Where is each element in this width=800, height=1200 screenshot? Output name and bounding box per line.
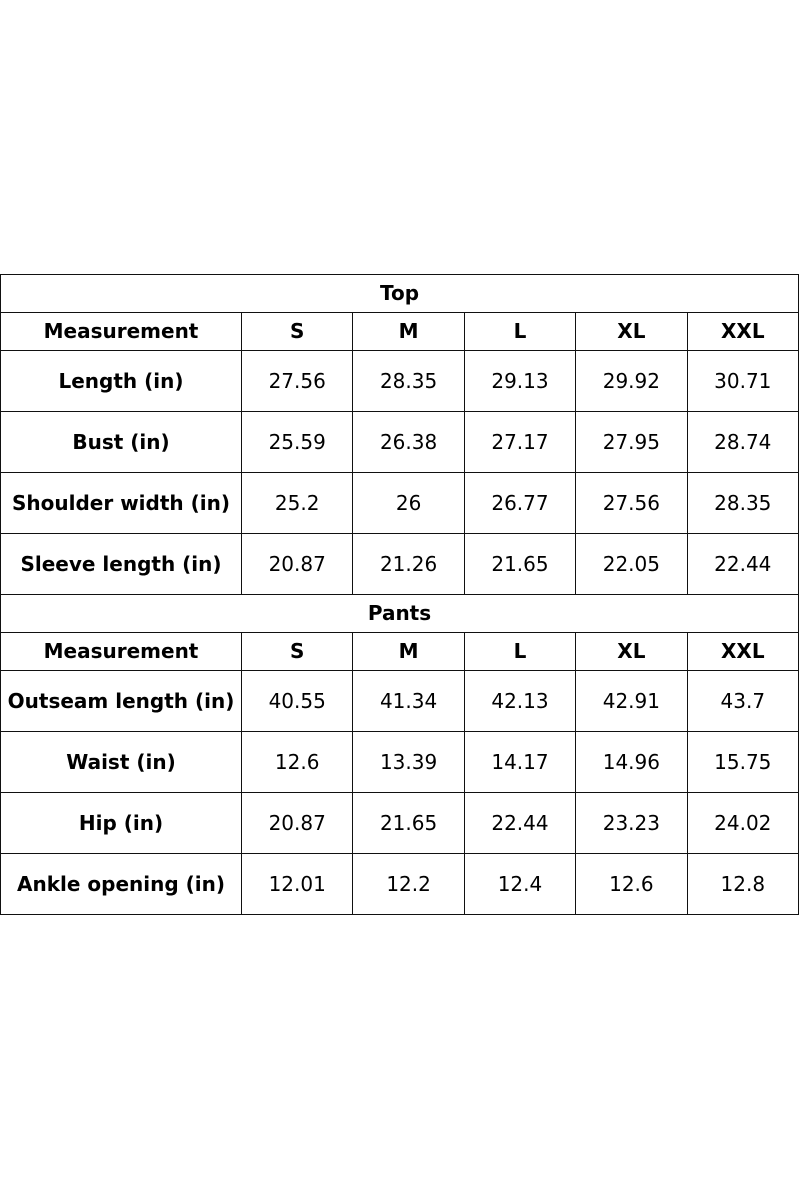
size-chart-body: Top Measurement S M L XL XXL Length (in) 27.56 28…: [0, 274, 800, 915]
header-row: Measurement S M L XL XXL: [0, 312, 800, 351]
header-cell: M: [352, 632, 465, 671]
value-cell: 43.7: [686, 670, 800, 732]
data-row: Length (in) 27.56 28.35 29.13 29.92 30.71: [0, 350, 800, 412]
header-cell: L: [463, 632, 577, 671]
value-cell: 12.01: [240, 853, 354, 915]
value-cell: 13.39: [352, 731, 465, 793]
value-cell: 21.26: [352, 533, 465, 595]
value-cell: 25.2: [240, 472, 354, 534]
value-cell: 27.56: [240, 350, 354, 412]
value-cell: 27.95: [575, 411, 688, 473]
value-cell: 27.56: [575, 472, 688, 534]
value-cell: 26.77: [463, 472, 577, 534]
value-cell: 42.91: [575, 670, 688, 732]
value-cell: 29.92: [575, 350, 688, 412]
value-cell: 40.55: [240, 670, 354, 732]
row-label: Waist (in): [0, 731, 242, 793]
row-label: Sleeve length (in): [0, 533, 242, 595]
value-cell: 15.75: [686, 731, 800, 793]
header-cell: XXL: [686, 632, 800, 671]
value-cell: 22.44: [463, 792, 577, 854]
section-title: Pants: [0, 594, 799, 633]
header-cell: XL: [575, 312, 688, 351]
data-row: Sleeve length (in) 20.87 21.26 21.65 22.05 22…: [0, 533, 800, 595]
value-cell: 41.34: [352, 670, 465, 732]
header-cell: XL: [575, 632, 688, 671]
value-cell: 26: [352, 472, 465, 534]
value-cell: 21.65: [352, 792, 465, 854]
data-row: Hip (in) 20.87 21.65 22.44 23.23 24.02: [0, 792, 800, 854]
row-label: Shoulder width (in): [0, 472, 242, 534]
header-cell: XXL: [686, 312, 800, 351]
value-cell: 21.65: [463, 533, 577, 595]
value-cell: 30.71: [686, 350, 800, 412]
header-cell: Measurement: [0, 632, 242, 671]
value-cell: 29.13: [463, 350, 577, 412]
value-cell: 25.59: [240, 411, 354, 473]
value-cell: 20.87: [240, 533, 354, 595]
row-label: Ankle opening (in): [0, 853, 242, 915]
value-cell: 12.6: [575, 853, 688, 915]
row-label: Bust (in): [0, 411, 242, 473]
value-cell: 26.38: [352, 411, 465, 473]
section-title-row: Pants: [0, 594, 799, 633]
row-label: Hip (in): [0, 792, 242, 854]
section-title: Top: [0, 274, 799, 313]
value-cell: 28.74: [686, 411, 800, 473]
data-row: Outseam length (in) 40.55 41.34 42.13 42.91 4…: [0, 670, 800, 732]
header-cell: M: [352, 312, 465, 351]
data-row: Shoulder width (in) 25.2 26 26.77 27.56 28.35: [0, 472, 800, 534]
size-chart: Top Measurement S M L XL XXL Length (in) 27.56 28…: [0, 274, 800, 915]
value-cell: 42.13: [463, 670, 577, 732]
value-cell: 14.17: [463, 731, 577, 793]
row-label: Length (in): [0, 350, 242, 412]
value-cell: 22.44: [686, 533, 800, 595]
data-row: Bust (in) 25.59 26.38 27.17 27.95 28.74: [0, 411, 800, 473]
value-cell: 12.6: [240, 731, 354, 793]
value-cell: 28.35: [352, 350, 465, 412]
value-cell: 12.8: [686, 853, 800, 915]
row-label: Outseam length (in): [0, 670, 242, 732]
value-cell: 24.02: [686, 792, 800, 854]
header-cell: L: [463, 312, 577, 351]
value-cell: 23.23: [575, 792, 688, 854]
header-row: Measurement S M L XL XXL: [0, 632, 800, 671]
value-cell: 12.2: [352, 853, 465, 915]
value-cell: 20.87: [240, 792, 354, 854]
header-cell: S: [240, 312, 354, 351]
data-row: Ankle opening (in) 12.01 12.2 12.4 12.6 12.8: [0, 853, 800, 915]
header-cell: Measurement: [0, 312, 242, 351]
value-cell: 28.35: [686, 472, 800, 534]
value-cell: 22.05: [575, 533, 688, 595]
section-title-row: Top: [0, 274, 799, 313]
header-cell: S: [240, 632, 354, 671]
value-cell: 27.17: [463, 411, 577, 473]
value-cell: 14.96: [575, 731, 688, 793]
value-cell: 12.4: [463, 853, 577, 915]
data-row: Waist (in) 12.6 13.39 14.17 14.96 15.75: [0, 731, 800, 793]
